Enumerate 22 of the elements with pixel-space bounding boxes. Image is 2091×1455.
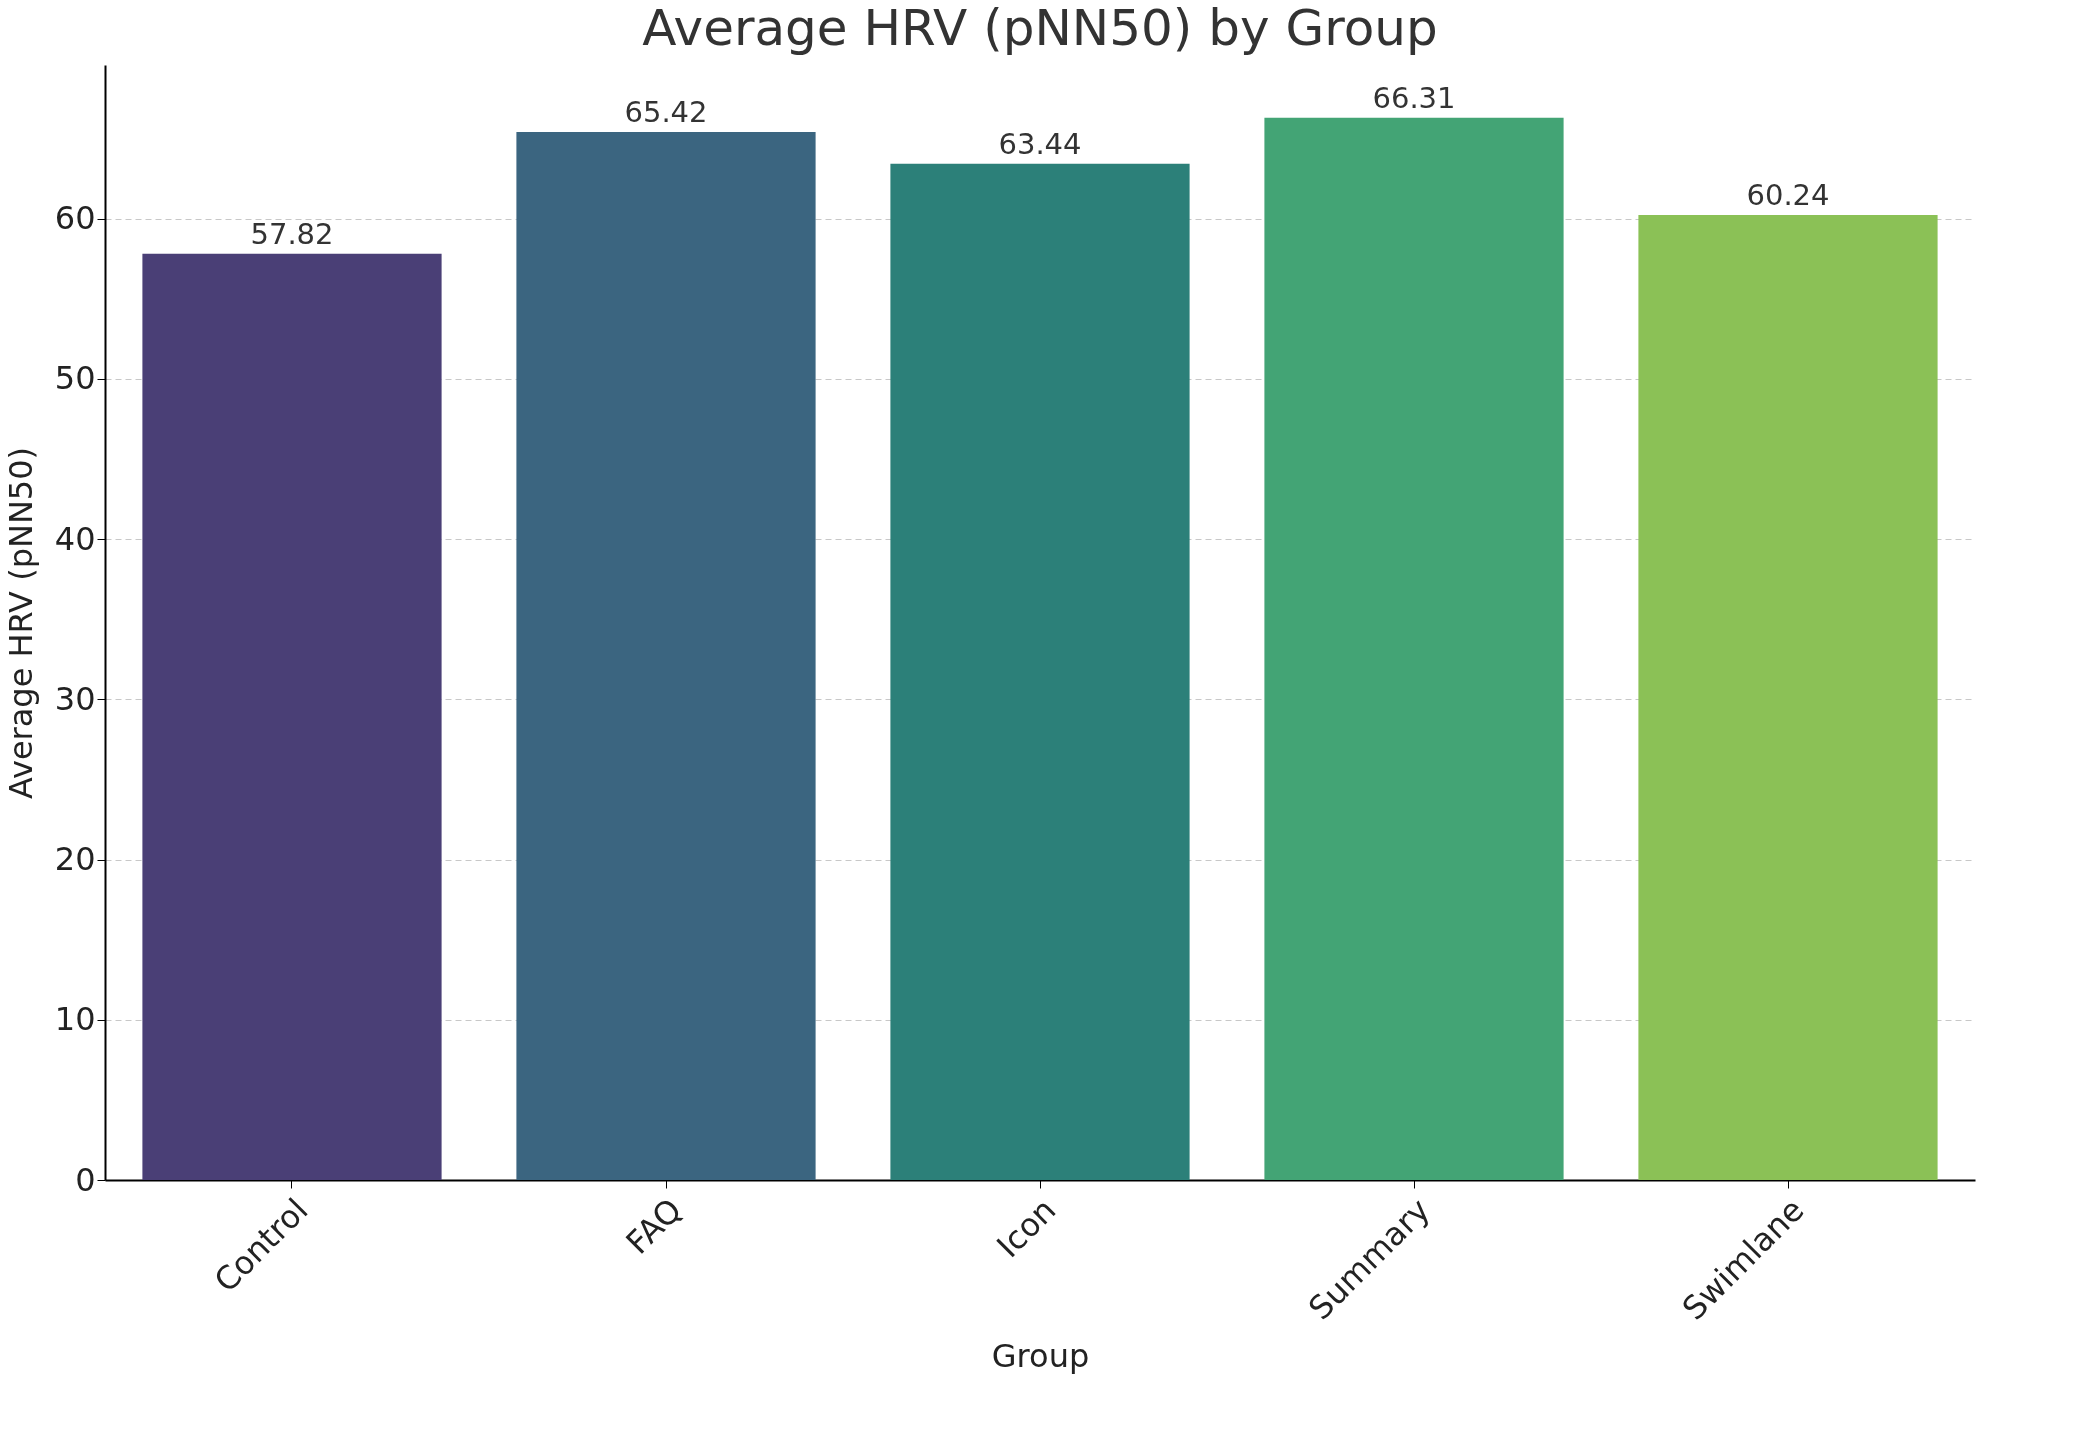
y-tick-label: 0 <box>75 1160 96 1199</box>
chart-title: Average HRV (pNN50) by Group <box>642 0 1438 57</box>
y-tick-label: 30 <box>54 679 96 718</box>
bar <box>516 131 816 1180</box>
y-tick-label: 10 <box>54 1000 96 1039</box>
bar <box>1264 117 1564 1180</box>
bar <box>142 253 442 1180</box>
data-label: 63.44 <box>998 126 1082 161</box>
data-label: 60.24 <box>1746 177 1830 212</box>
y-axis-title: Average HRV (pNN50) <box>1 446 40 800</box>
x-tick-label: FAQ <box>618 1190 690 1262</box>
data-label: 66.31 <box>1372 80 1456 115</box>
x-tick-label: Icon <box>989 1190 1064 1266</box>
y-tick-label: 60 <box>54 199 96 238</box>
y-tick-label: 20 <box>54 840 96 879</box>
bar <box>890 163 1190 1180</box>
data-label: 65.42 <box>624 94 708 129</box>
y-tick-label: 50 <box>54 359 96 398</box>
x-axis-title: Group <box>991 1337 1090 1376</box>
data-label: 57.82 <box>250 216 334 251</box>
y-tick-label: 40 <box>54 519 96 558</box>
bar <box>1638 214 1938 1180</box>
